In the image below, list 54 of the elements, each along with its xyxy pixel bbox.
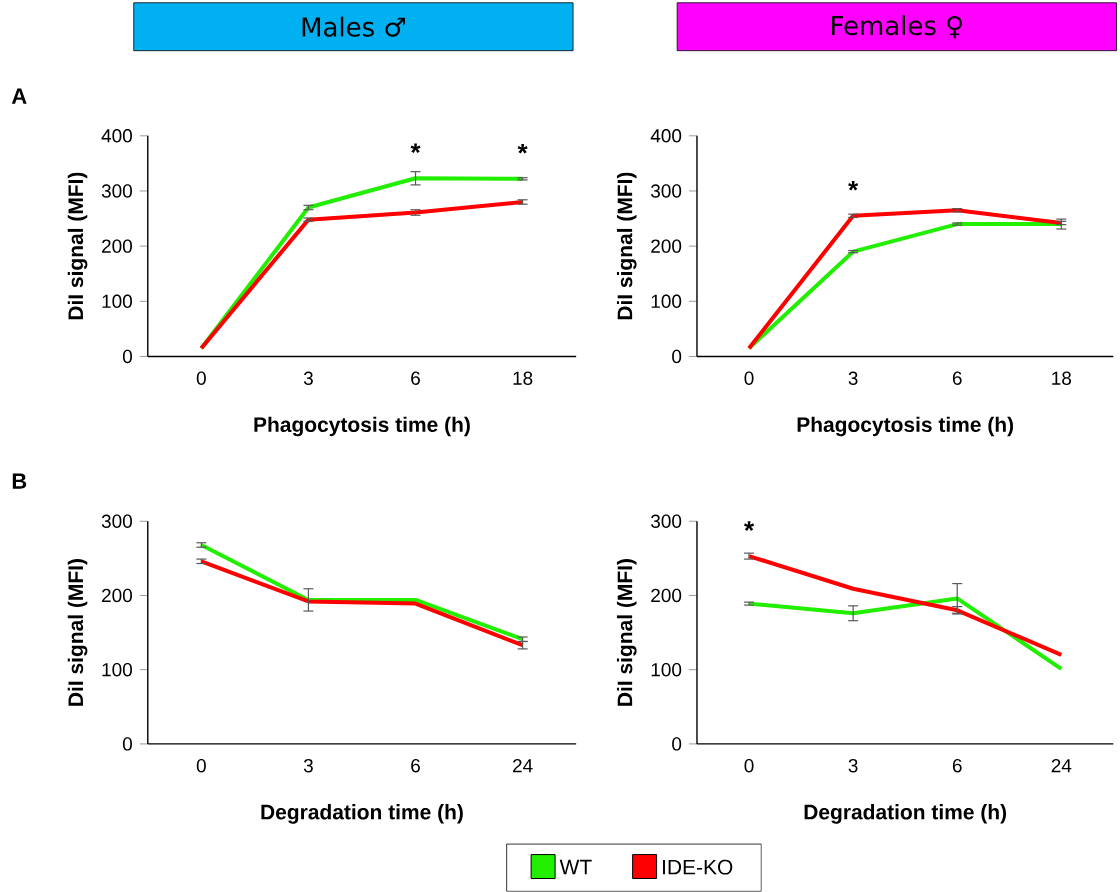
annotation: * [517, 144, 528, 154]
y-tick-label: 0 [672, 737, 682, 751]
y-tick-label: 400 [650, 129, 682, 143]
x-tick-label: 0 [744, 759, 754, 773]
legend-label: WT [559, 859, 592, 875]
y-tick-label: 0 [672, 349, 682, 364]
chart-title: Females ♀ [832, 15, 962, 39]
y-tick-label: 100 [102, 294, 132, 309]
annotation: * [410, 143, 421, 154]
x-tick-label: 18 [513, 371, 533, 386]
x-tick-label: 18 [1052, 371, 1072, 386]
y-tick-label: 300 [651, 184, 682, 198]
y-tick-label: 300 [101, 184, 132, 198]
y-axis-title: DiI signal (MFI) [616, 559, 637, 706]
x-tick-label: 3 [303, 371, 313, 386]
y-tick-label: 100 [651, 663, 682, 677]
y-tick-label: 300 [651, 514, 682, 529]
line-series [747, 554, 1064, 657]
y-axis-title: DiI signal (MFI) [67, 559, 88, 706]
y-tick-label: 100 [102, 663, 132, 677]
x-tick-label: 24 [512, 759, 533, 773]
annotation: * [744, 521, 755, 532]
x-axis-title: Phagocytosis time (h) [797, 416, 1014, 437]
chart-title: Males ♂ [302, 16, 405, 37]
y-tick-label: 200 [651, 239, 682, 253]
y-tick-label: 200 [651, 588, 682, 603]
y-axis-title: DiI signal (MFI) [67, 172, 88, 320]
x-tick-label: 0 [196, 371, 206, 386]
y-tick-label: 200 [102, 588, 132, 603]
x-axis-title: Degradation time (h) [804, 804, 1007, 824]
y-axis-title: DiI signal (MFI) [616, 172, 637, 320]
y-tick-label: 0 [122, 737, 132, 751]
x-tick-label: 3 [303, 759, 313, 773]
y-tick-label: 400 [101, 129, 132, 143]
y-tick-label: 100 [651, 294, 682, 309]
x-axis-title: Degradation time (h) [261, 804, 463, 824]
y-tick-label: 200 [102, 239, 132, 253]
text: B [12, 473, 27, 489]
x-tick-label: 3 [848, 371, 858, 386]
x-tick-label: 24 [1051, 759, 1072, 773]
y-tick-label: 300 [101, 514, 132, 529]
x-tick-label: 6 [411, 759, 420, 773]
legend-label: IDE-KO [663, 859, 733, 875]
line-series [199, 559, 525, 648]
x-axis-title: Phagocytosis time (h) [254, 416, 470, 437]
x-tick-label: 0 [744, 371, 754, 386]
x-tick-label: 0 [196, 759, 206, 773]
text: A [11, 88, 27, 104]
y-tick-label: 0 [122, 349, 132, 364]
x-tick-label: 3 [848, 759, 858, 773]
x-tick-label: 6 [411, 371, 420, 386]
x-tick-label: 6 [952, 371, 962, 386]
annotation: * [848, 181, 859, 191]
x-tick-label: 6 [952, 759, 962, 773]
